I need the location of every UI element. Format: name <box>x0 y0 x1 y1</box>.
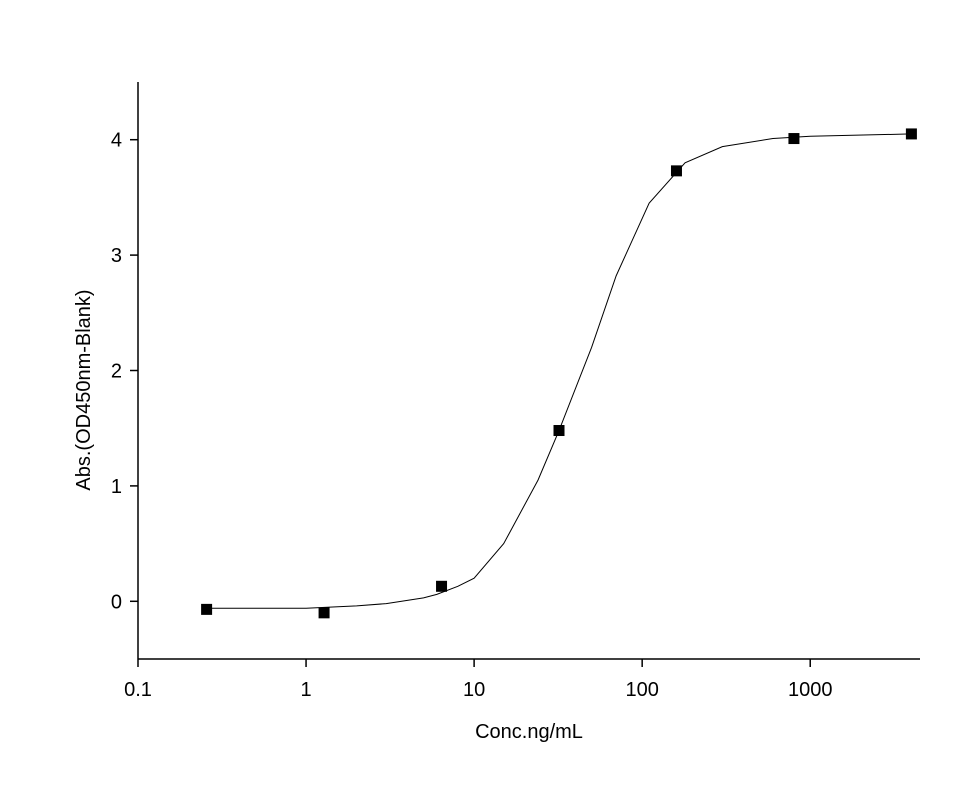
x-axis-label: Conc.ng/mL <box>475 721 583 743</box>
data-point <box>318 607 330 619</box>
y-tick-label: 3 <box>111 245 122 267</box>
x-tick-label: 10 <box>463 679 485 701</box>
x-tick-label: 0.1 <box>124 679 152 701</box>
y-tick-label: 1 <box>111 476 122 498</box>
data-point <box>788 133 800 145</box>
y-axis-label: Abs.(OD450nm-Blank) <box>73 289 95 490</box>
fit-curve <box>206 133 912 609</box>
x-tick-label: 100 <box>625 679 658 701</box>
y-tick-label: 4 <box>111 130 122 152</box>
data-point <box>670 165 682 177</box>
y-tick-label: 0 <box>111 591 122 613</box>
data-point <box>201 603 213 615</box>
data-point <box>436 580 448 592</box>
y-tick-label: 2 <box>111 361 122 383</box>
x-tick-label: 1000 <box>788 679 833 701</box>
x-tick-label: 1 <box>300 679 311 701</box>
